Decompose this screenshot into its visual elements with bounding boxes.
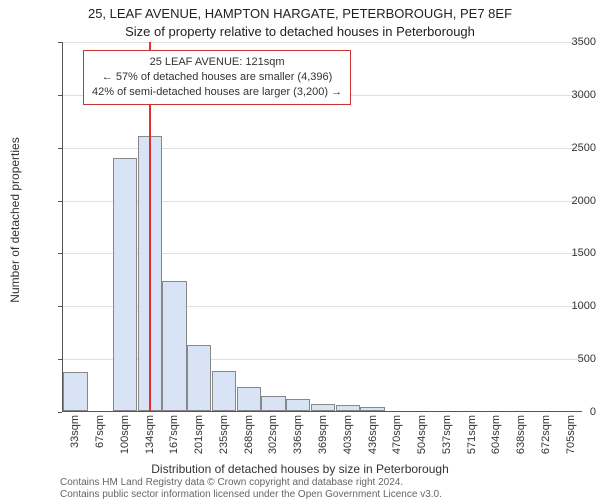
x-tick-label: 235sqm [218,415,230,454]
histogram-bar [360,407,384,411]
footer-licence: Contains public sector information licen… [60,489,442,500]
histogram-bar [261,396,285,411]
y-tick-label: 500 [540,353,596,365]
y-tick-mark [58,42,62,43]
chart-title-address: 25, LEAF AVENUE, HAMPTON HARGATE, PETERB… [0,0,600,22]
histogram-bar [187,345,211,411]
x-tick-label: 302sqm [267,415,279,454]
x-tick-label: 33sqm [69,415,81,448]
x-tick-label: 134sqm [144,415,156,454]
x-tick-label: 705sqm [565,415,577,454]
x-tick-label: 167sqm [168,415,180,454]
histogram-bar [237,387,261,411]
annotation-box: 25 LEAF AVENUE: 121sqm ← 57% of detached… [83,50,351,105]
property-size-chart: 25, LEAF AVENUE, HAMPTON HARGATE, PETERB… [0,0,600,500]
y-tick-label: 1500 [540,247,596,259]
y-tick-label: 2000 [540,195,596,207]
y-tick-mark [58,412,62,413]
x-tick-label: 571sqm [466,415,478,454]
y-tick-label: 2500 [540,142,596,154]
histogram-bar [63,372,87,411]
footer-copyright: Contains HM Land Registry data © Crown c… [60,477,403,488]
y-tick-label: 0 [540,406,596,418]
x-tick-label: 268sqm [243,415,255,454]
x-tick-label: 672sqm [540,415,552,454]
histogram-bar [336,405,360,411]
y-tick-mark [58,148,62,149]
annotation-line3: 42% of semi-detached houses are larger (… [92,85,342,100]
annotation-line1: 25 LEAF AVENUE: 121sqm [92,55,342,70]
y-tick-mark [58,201,62,202]
y-tick-mark [58,359,62,360]
x-tick-label: 537sqm [441,415,453,454]
y-tick-label: 1000 [540,300,596,312]
x-tick-label: 638sqm [515,415,527,454]
histogram-bar [162,281,186,411]
histogram-bar [113,158,137,411]
x-tick-label: 67sqm [94,415,106,448]
annotation-line2: ← 57% of detached houses are smaller (4,… [92,70,342,85]
x-tick-label: 470sqm [391,415,403,454]
y-tick-label: 3000 [540,89,596,101]
x-tick-label: 403sqm [342,415,354,454]
y-tick-label: 3500 [540,36,596,48]
plot-area: 33sqm67sqm100sqm134sqm167sqm201sqm235sqm… [62,42,582,412]
y-tick-mark [58,253,62,254]
histogram-bar [212,371,236,411]
x-tick-label: 369sqm [317,415,329,454]
y-axis-label: Number of detached properties [8,137,22,302]
x-tick-label: 100sqm [119,415,131,454]
y-tick-mark [58,95,62,96]
x-tick-label: 504sqm [416,415,428,454]
y-tick-mark [58,306,62,307]
gridline [63,42,582,43]
x-tick-label: 336sqm [292,415,304,454]
x-tick-label: 604sqm [490,415,502,454]
x-tick-label: 201sqm [193,415,205,454]
x-axis-label: Distribution of detached houses by size … [0,462,600,476]
chart-title-desc: Size of property relative to detached ho… [0,22,600,40]
x-tick-label: 436sqm [367,415,379,454]
histogram-bar [311,404,335,411]
histogram-bar [286,399,310,411]
